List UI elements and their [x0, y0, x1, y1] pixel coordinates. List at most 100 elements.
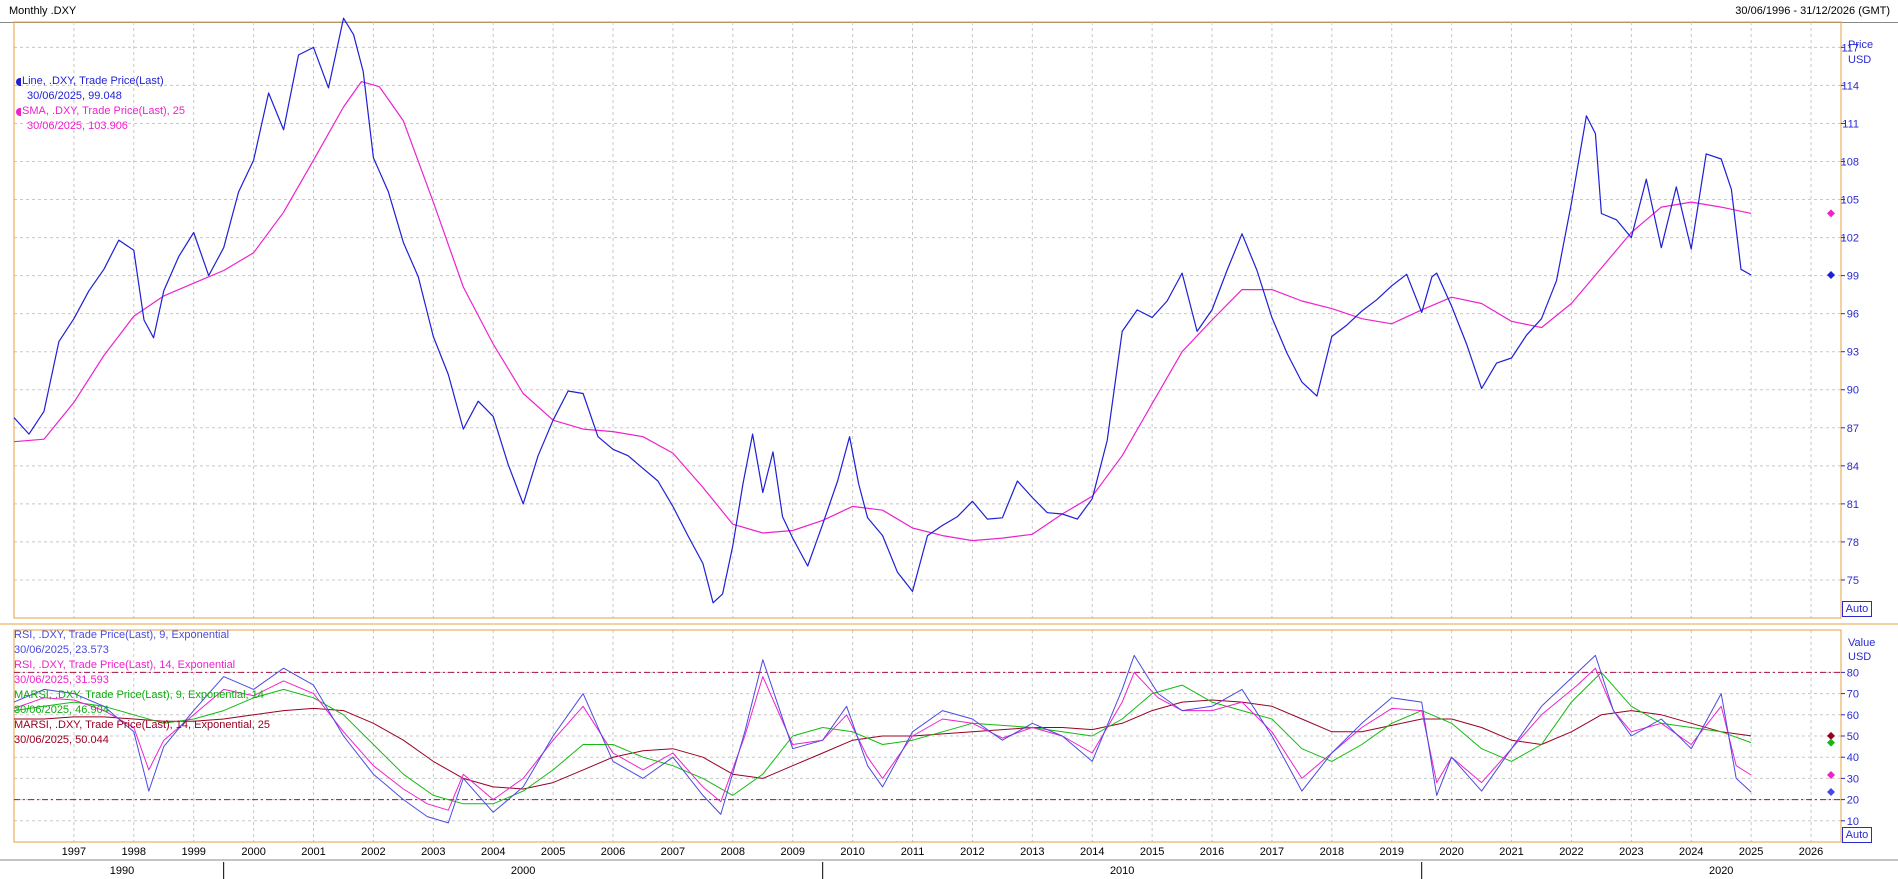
- price-tick-label: 84: [1847, 461, 1859, 473]
- x-tick-label: 2008: [721, 846, 745, 858]
- indicator-axis-unit: USD: [1848, 651, 1871, 663]
- series-price-line: [13, 17, 1752, 604]
- x-decade-label: 2010: [1110, 865, 1134, 877]
- price-tick-label: 105: [1841, 195, 1859, 207]
- x-decade-label: 2020: [1709, 865, 1733, 877]
- series-marsi-14: [14, 699, 1752, 790]
- indicator-tick-label: 60: [1847, 710, 1859, 722]
- grid: [14, 22, 1841, 842]
- legend-item-marsi-9[interactable]: MARSI, .DXY, Trade Price(Last), 9, Expon…: [14, 689, 264, 701]
- x-tick-label: 2026: [1799, 846, 1823, 858]
- x-decade-label: 1990: [110, 865, 134, 877]
- x-tick-label: 2001: [301, 846, 325, 858]
- legend-marker-icon: [16, 108, 21, 116]
- legend-value-marsi-14: 30/06/2025, 50.044: [14, 734, 109, 746]
- x-tick-label: 2012: [960, 846, 984, 858]
- price-tick-label: 108: [1841, 156, 1859, 168]
- panel-frames: [0, 21, 1898, 861]
- x-tick-label: 2011: [901, 846, 925, 858]
- legend-marker-icon: [16, 78, 21, 86]
- legend-value-rsi-9: 30/06/2025, 23.573: [14, 644, 109, 656]
- chart-title: Monthly .DXY: [9, 5, 77, 17]
- indicator-tick-label: 70: [1847, 689, 1859, 701]
- x-tick-label: 2018: [1320, 846, 1344, 858]
- price-tick-label: 90: [1847, 385, 1859, 397]
- series-price-line-last-marker: [1827, 271, 1835, 280]
- indicator-tick-label: 80: [1847, 667, 1859, 679]
- series-marsi-14-last-marker: [1827, 731, 1835, 740]
- x-tick-label: 2017: [1260, 846, 1284, 858]
- legend-item-sma[interactable]: SMA, .DXY, Trade Price(Last), 25: [16, 104, 185, 119]
- x-tick-label: 2003: [421, 846, 445, 858]
- legend-series-value: 30/06/2025, 103.906: [27, 120, 128, 132]
- x-tick-label: 2015: [1140, 846, 1164, 858]
- x-tick-label: 2020: [1439, 846, 1463, 858]
- series-sma-25-last-marker: [1827, 209, 1835, 218]
- series-marsi-9-last-marker: [1827, 738, 1835, 747]
- series-rsi-9: [13, 654, 1752, 824]
- indicator-tick-label: 50: [1847, 731, 1859, 743]
- series-rsi-14-last-marker: [1827, 771, 1835, 780]
- indicator-tick-label: 30: [1847, 773, 1859, 785]
- series-sma-25: [13, 80, 1752, 542]
- indicator-axis-title: Value: [1848, 637, 1875, 649]
- series-marsi-9: [13, 671, 1752, 805]
- price-tick-label: 111: [1842, 118, 1859, 130]
- last-value-markers: [1827, 209, 1835, 797]
- price-axis-unit: USD: [1848, 54, 1871, 66]
- x-tick-label: 1997: [62, 846, 86, 858]
- legend-value-rsi-14: 30/06/2025, 31.593: [14, 674, 109, 686]
- indicator-tick-label: 10: [1847, 816, 1859, 828]
- legend-item-rsi-9[interactable]: RSI, .DXY, Trade Price(Last), 9, Exponen…: [14, 629, 230, 641]
- x-tick-label: 2006: [601, 846, 625, 858]
- x-tick-label: 2013: [1020, 846, 1044, 858]
- price-tick-label: 75: [1847, 575, 1859, 587]
- series-rsi-14: [13, 667, 1752, 811]
- legend-value-marsi-9: 30/06/2025, 46.904: [14, 704, 109, 716]
- indicator-auto-scale-button[interactable]: Auto: [1842, 827, 1872, 843]
- legend-item-rsi-14[interactable]: RSI, .DXY, Trade Price(Last), 14, Expone…: [14, 659, 236, 671]
- legend-item-marsi-14[interactable]: MARSI, .DXY, Trade Price(Last), 14, Expo…: [14, 719, 270, 731]
- price-tick-label: 93: [1847, 347, 1859, 359]
- date-range: 30/06/1996 - 31/12/2026 (GMT): [1735, 5, 1890, 17]
- indicator-tick-label: 40: [1847, 752, 1859, 764]
- price-tick-label: 117: [1841, 42, 1859, 54]
- axes: 1997 1998 1999 2000 2001 2002 2003 2004 2005 2006…: [62, 39, 1875, 879]
- legend-series-name: Line, .DXY, Trade Price(Last): [22, 75, 164, 87]
- legend-series-value: 30/06/2025, 99.048: [27, 90, 122, 102]
- x-tick-label: 2002: [361, 846, 385, 858]
- legend-item-price-line[interactable]: Line, .DXY, Trade Price(Last): [16, 74, 185, 89]
- reference-lines: [14, 671, 1841, 801]
- price-panel-frame: [13, 21, 1842, 619]
- x-tick-label: 2021: [1499, 846, 1523, 858]
- price-axis-title: Price: [1848, 39, 1873, 51]
- x-tick-label: 2004: [481, 846, 505, 858]
- x-tick-label: 2007: [661, 846, 685, 858]
- x-tick-label: 1998: [122, 846, 146, 858]
- x-tick-label: 2014: [1080, 846, 1104, 858]
- series-layer: [13, 17, 1752, 824]
- price-tick-label: 81: [1847, 499, 1859, 511]
- price-tick-label: 87: [1847, 423, 1859, 435]
- x-tick-label: 2024: [1679, 846, 1703, 858]
- x-tick-label: 2016: [1200, 846, 1224, 858]
- price-tick-label: 99: [1847, 271, 1859, 283]
- x-tick-label: 2010: [840, 846, 864, 858]
- x-tick-label: 2023: [1619, 846, 1643, 858]
- x-tick-label: 2009: [780, 846, 804, 858]
- price-tick-label: 102: [1841, 233, 1859, 245]
- indicator-tick-label: 20: [1847, 795, 1859, 807]
- x-tick-label: 1999: [181, 846, 205, 858]
- price-tick-label: 114: [1841, 80, 1859, 92]
- indicator-legend: RSI, .DXY, Trade Price(Last), 9, Exponen…: [14, 628, 270, 748]
- price-tick-label: 96: [1847, 309, 1859, 321]
- price-tick-label: 78: [1847, 537, 1859, 549]
- x-tick-label: 2019: [1379, 846, 1403, 858]
- legend-series-name: SMA, .DXY, Trade Price(Last), 25: [22, 105, 186, 117]
- x-tick-label: 2022: [1559, 846, 1583, 858]
- x-decade-label: 2000: [511, 865, 535, 877]
- x-tick-label: 2005: [541, 846, 565, 858]
- price-auto-scale-button[interactable]: Auto: [1842, 601, 1872, 617]
